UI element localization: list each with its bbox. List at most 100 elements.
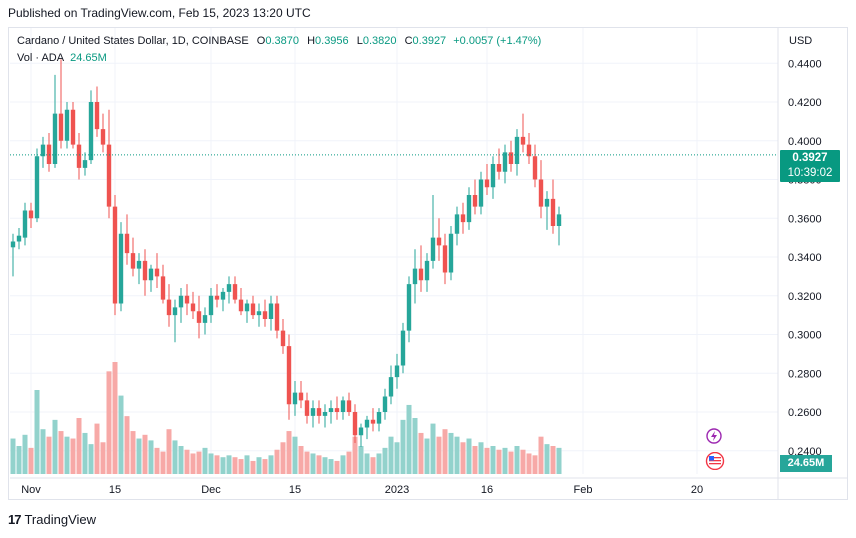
y-tick-label: 0.4000: [788, 136, 822, 148]
volume-bar: [538, 436, 544, 474]
candles: [10, 59, 562, 447]
candle-body: [298, 392, 304, 401]
volume-bar: [370, 457, 376, 474]
volume-bar: [124, 416, 130, 474]
candle-body: [436, 237, 442, 246]
candle-body: [334, 408, 340, 412]
y-tick-label: 0.3000: [788, 330, 822, 342]
candle-body: [10, 241, 16, 248]
candle-body: [220, 291, 226, 300]
volume-bar: [154, 447, 160, 474]
candle-body: [202, 315, 208, 323]
volume-bar: [520, 449, 526, 474]
volume-bar: [286, 431, 292, 474]
volume-bar: [328, 459, 334, 474]
candle-body: [196, 311, 202, 323]
high-label: H: [307, 35, 316, 47]
candle-body: [496, 164, 502, 172]
open-label: O: [256, 35, 266, 47]
candle-body: [106, 144, 112, 207]
x-tick-label: Dec: [201, 484, 221, 496]
x-tick-label: 16: [481, 484, 493, 496]
volume-bars: [10, 362, 562, 474]
brand-name: TradingView: [24, 512, 97, 527]
candle-body: [460, 214, 466, 223]
volume-bar: [484, 447, 490, 474]
candle-body: [316, 408, 322, 416]
volume-bar: [406, 404, 412, 474]
volume-bar: [382, 447, 388, 474]
close-value: 0.3927: [412, 35, 447, 47]
volume-bar: [424, 438, 430, 474]
volume-bar: [478, 442, 484, 474]
volume-bar: [172, 440, 178, 474]
last-volume-tag: 24.65M: [780, 455, 832, 472]
candle-body: [22, 210, 28, 238]
volume-bar: [112, 362, 118, 474]
volume-bar: [10, 438, 16, 474]
candle-body: [28, 210, 34, 219]
volume-bar: [208, 453, 214, 474]
volume-bar: [304, 451, 310, 474]
candle-body: [508, 152, 514, 164]
published-caption: Published on TradingView.com, Feb 15, 20…: [8, 6, 311, 20]
candle-body: [520, 136, 526, 145]
candle-body: [556, 214, 562, 226]
symbol-legend: Cardano / United States Dollar, 1D, COIN…: [17, 35, 541, 47]
candle-body: [364, 419, 370, 428]
volume-bar: [256, 457, 262, 474]
volume-bar: [190, 453, 196, 474]
candle-body: [424, 260, 430, 281]
x-tick-label: Feb: [574, 484, 593, 496]
candle-body: [490, 164, 496, 188]
y-tick-label: 0.3200: [788, 291, 822, 303]
candle-body: [238, 299, 244, 312]
candle-body: [388, 377, 394, 397]
volume-bar: [202, 447, 208, 474]
volume-bar: [442, 429, 448, 474]
candle-body: [154, 268, 160, 277]
candle-body: [532, 156, 538, 180]
y-tick-label: 0.2600: [788, 407, 822, 419]
candle-body: [172, 307, 178, 316]
candle-body: [268, 303, 274, 319]
volume-bar: [100, 442, 106, 474]
candle-body: [52, 113, 58, 164]
volume-bar: [16, 446, 22, 474]
volume-bar: [340, 455, 346, 474]
candle-body: [304, 400, 310, 416]
close-label: C: [404, 35, 413, 47]
y-tick-label: 0.2800: [788, 368, 822, 380]
volume-bar: [388, 436, 394, 474]
candle-body: [286, 346, 292, 405]
candle-body: [166, 299, 172, 316]
candle-body: [514, 136, 520, 164]
candle-body: [46, 144, 52, 164]
candle-body: [502, 152, 508, 172]
us-flag-icon[interactable]: [705, 452, 725, 470]
volume-bar: [238, 459, 244, 474]
y-tick-label: 0.3600: [788, 213, 822, 225]
candle-body: [376, 412, 382, 424]
last-price-tag: 0.3927 10:39:02: [780, 150, 840, 182]
volume-bar: [358, 446, 364, 474]
candle-body: [472, 195, 478, 207]
candle-body: [112, 206, 118, 304]
candle-body: [82, 160, 88, 168]
volume-bar: [178, 446, 184, 474]
volume-bar: [490, 446, 496, 474]
candle-body: [352, 412, 358, 436]
candle-body: [256, 311, 262, 316]
candle-body: [100, 129, 106, 145]
footer-brand[interactable]: 17 TradingView: [8, 512, 96, 527]
volume-bar: [274, 449, 280, 474]
volume-bar: [460, 442, 466, 474]
volume-bar: [454, 436, 460, 474]
volume-bar: [268, 455, 274, 474]
lightning-icon[interactable]: [706, 428, 722, 444]
volume-bar: [310, 453, 316, 474]
candle-body: [478, 179, 484, 207]
y-tick-label: 0.3400: [788, 252, 822, 264]
candle-body: [208, 295, 214, 316]
